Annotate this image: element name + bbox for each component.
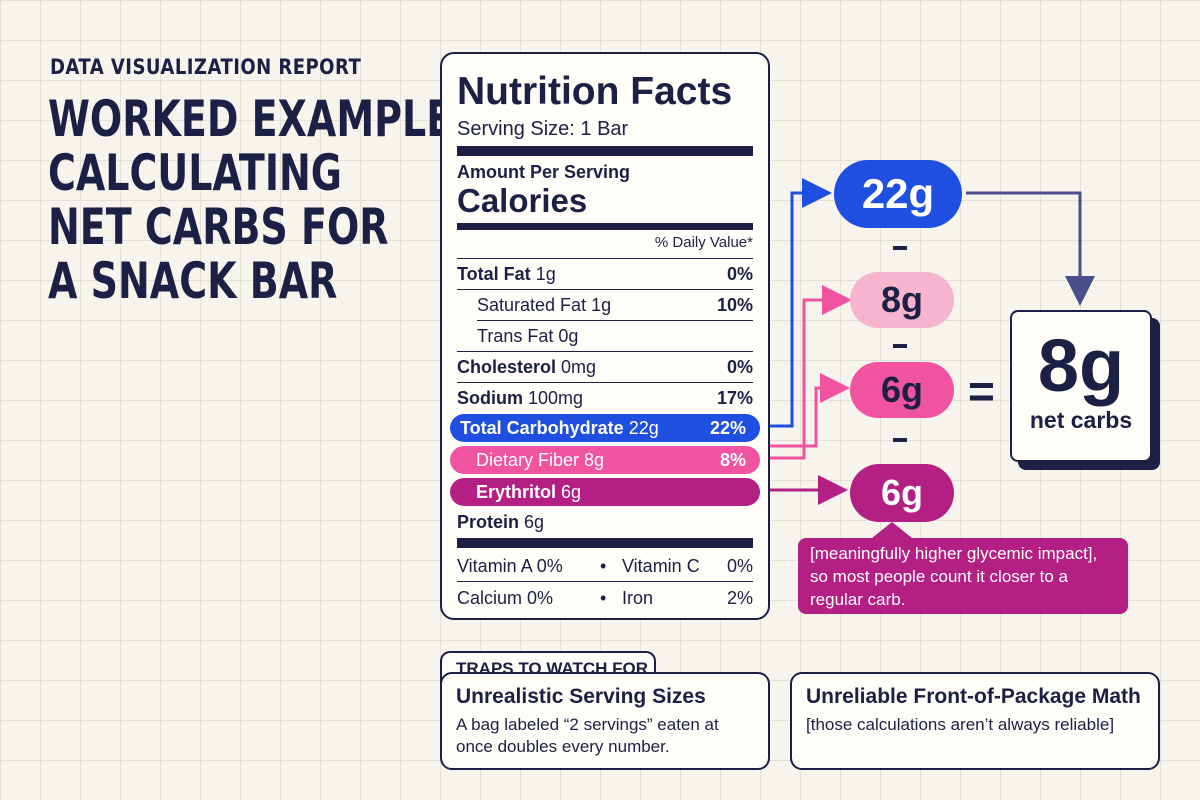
vitamin-a: Vitamin A 0% (457, 556, 563, 576)
rule (457, 289, 753, 290)
row-protein: Protein 6g (457, 508, 753, 536)
row-label: Sodium (457, 388, 523, 408)
row-erythritol: Erythritol 6g (450, 478, 760, 506)
row-amount: 6g (524, 512, 545, 532)
page-title: WORKED EXAMPLE: CALCULATING NET CARBS FO… (48, 92, 467, 308)
carb-arrow (768, 178, 832, 428)
row-vitamins-a-c: Vitamin A 0% • Vitamin C 0% (457, 552, 753, 580)
row-pct: 0% (726, 357, 753, 377)
rule (457, 258, 753, 259)
row-label: Trans Fat (477, 326, 554, 346)
rule (457, 382, 753, 383)
vitamin-c-pct: 0% (726, 556, 753, 576)
row-label: Total Carbohydrate (460, 418, 624, 438)
row-pct: 0% (726, 264, 753, 284)
minus-sign (893, 246, 907, 250)
row-amount: 0g (558, 326, 579, 346)
title-line: WORKED EXAMPLE: (48, 90, 468, 148)
row-label: Cholesterol (457, 357, 557, 377)
net-carbs-label: net carbs (1029, 407, 1133, 433)
row-calcium-iron: Calcium 0% • Iron 2% (457, 584, 753, 612)
calcium: Calcium 0% (457, 588, 554, 608)
calories-label: Calories (457, 182, 588, 219)
erythritol-callout: [meaningfully higher glycemic impact], s… (798, 538, 1128, 614)
row-sodium: Sodium 100mg 17% (457, 384, 753, 412)
row-amount: 1g (591, 295, 612, 315)
title-line: A SNACK BAR (48, 252, 338, 310)
report-eyebrow: DATA VISUALIZATION REPORT (50, 55, 362, 79)
row-saturated-fat: Saturated Fat 1g 10% (457, 291, 753, 319)
callout-pointer (872, 522, 912, 538)
erythritol-pill-secondary: 6g (850, 464, 954, 522)
row-amount: 1g (535, 264, 556, 284)
iron-pct: 2% (726, 588, 753, 608)
thick-divider (457, 538, 753, 548)
net-carbs-value: 8g (1037, 324, 1125, 407)
trap-body: [those calculations aren’t always reliab… (806, 715, 1115, 734)
title-line: NET CARBS FOR (48, 198, 389, 256)
row-pct: 10% (716, 295, 753, 315)
daily-value-header: % Daily Value* (654, 234, 753, 251)
row-amount: 22g (628, 418, 659, 438)
row-total-carbohydrate: Total Carbohydrate 22g 22% (450, 414, 760, 442)
trap-title: Unrealistic Serving Sizes (456, 685, 706, 708)
row-amount: 6g (561, 482, 582, 502)
bullet: • (600, 588, 607, 608)
nutrition-facts-label: Nutrition Facts Serving Size: 1 Bar Amou… (440, 52, 770, 620)
trap-card: Unreliable Front-of-Package Math [those … (790, 672, 1160, 770)
trap-body: A bag labeled “2 servings” eaten at once… (456, 715, 719, 756)
bullet: • (600, 556, 607, 576)
row-pct: 8% (719, 450, 746, 470)
row-trans-fat: Trans Fat 0g (457, 322, 753, 350)
rule (457, 581, 753, 582)
row-amount: 0mg (561, 357, 597, 377)
equals-sign: = (968, 365, 995, 417)
title-line: CALCULATING (48, 144, 342, 202)
row-label: Erythritol (476, 482, 557, 502)
label-title: Nutrition Facts (457, 70, 733, 113)
result-arrow (966, 191, 1095, 306)
row-pct: 17% (716, 388, 753, 408)
fiber-arrow-secondary (768, 373, 850, 448)
serving-size: Serving Size: 1 Bar (457, 118, 629, 140)
iron: Iron (622, 588, 654, 608)
trap-card: Unrealistic Serving Sizes A bag labeled … (440, 672, 770, 770)
row-total-fat: Total Fat 1g 0% (457, 260, 753, 288)
row-label: Total Fat (457, 264, 531, 284)
rule (477, 320, 753, 321)
amount-per-serving: Amount Per Serving (457, 162, 631, 182)
row-amount: 8g (584, 450, 605, 470)
trap-title: Unreliable Front-of-Package Math (806, 685, 1141, 708)
row-label: Dietary Fiber (476, 450, 580, 470)
vitamin-c: Vitamin C (622, 556, 700, 576)
fiber-pill: 8g (850, 272, 954, 328)
thick-divider (457, 146, 753, 156)
erythritol-pill-primary: 6g (850, 362, 954, 418)
callout-text: [meaningfully higher glycemic impact], s… (810, 544, 1098, 609)
medium-divider (457, 223, 753, 230)
minus-sign (893, 438, 907, 442)
row-pct: 22% (709, 418, 746, 438)
row-dietary-fiber: Dietary Fiber 8g 8% (450, 446, 760, 474)
net-carbs-result-box: 8g net carbs (1010, 310, 1152, 462)
rule (457, 351, 753, 352)
row-cholesterol: Cholesterol 0mg 0% (457, 353, 753, 381)
minus-sign (893, 344, 907, 348)
row-amount: 100mg (528, 388, 584, 408)
row-label: Protein (457, 512, 520, 532)
total-carbs-pill: 22g (834, 160, 962, 228)
fiber-arrow (768, 285, 852, 460)
row-label: Saturated Fat (477, 295, 587, 315)
